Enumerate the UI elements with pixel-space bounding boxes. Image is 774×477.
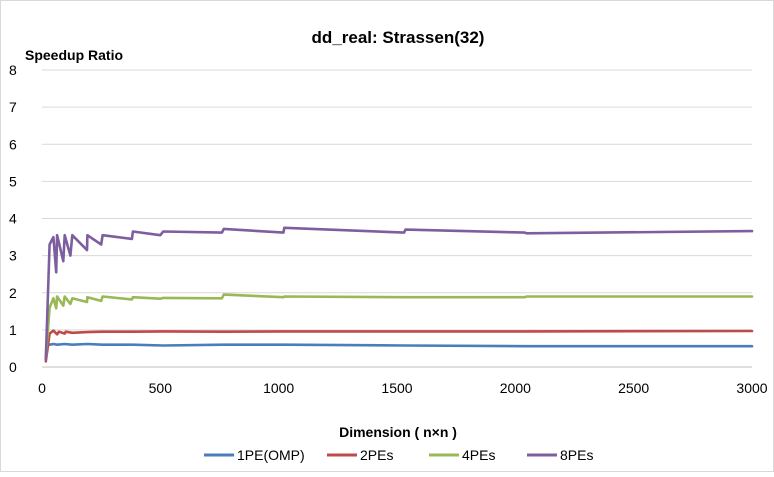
legend: 1PE(OMP) 2PEs 4PEs 8PEs bbox=[204, 447, 593, 463]
series-line-8pes bbox=[44, 226, 754, 361]
series-lines bbox=[44, 226, 754, 363]
tick-labels: 0 1 2 3 4 5 6 7 8 0 500 1000 1500 2000 2500 3000 bbox=[9, 62, 768, 396]
x-tick-label: 1500 bbox=[381, 380, 412, 396]
y-tick-label: 2 bbox=[9, 285, 17, 301]
y-axis-label: Speedup Ratio bbox=[25, 47, 123, 63]
x-tick-label: 1000 bbox=[263, 380, 294, 396]
y-tick-label: 6 bbox=[9, 136, 17, 152]
y-tick-label: 8 bbox=[9, 62, 17, 78]
y-tick-label: 0 bbox=[9, 359, 17, 375]
y-tick-label: 3 bbox=[9, 248, 17, 264]
chart-title: dd_real: Strassen(32) bbox=[312, 28, 485, 47]
y-tick-label: 5 bbox=[9, 173, 17, 189]
x-tick-label: 2500 bbox=[618, 380, 649, 396]
series-line-1pe-omp- bbox=[48, 342, 754, 348]
legend-label: 1PE(OMP) bbox=[237, 447, 305, 463]
x-tick-label: 0 bbox=[38, 380, 46, 396]
legend-label: 4PEs bbox=[462, 447, 495, 463]
legend-label: 2PEs bbox=[360, 447, 393, 463]
gridlines bbox=[42, 69, 752, 331]
x-tick-label: 3000 bbox=[736, 380, 767, 396]
y-tick-label: 4 bbox=[9, 211, 17, 227]
series-line-2pes bbox=[44, 329, 754, 363]
series-line-4pes bbox=[44, 293, 754, 360]
x-tick-label: 2000 bbox=[500, 380, 531, 396]
x-tick-label: 500 bbox=[149, 380, 173, 396]
x-axis-label: Dimension ( n×n ) bbox=[339, 424, 457, 440]
y-tick-label: 7 bbox=[9, 99, 17, 115]
y-tick-label: 1 bbox=[9, 322, 17, 338]
legend-label: 8PEs bbox=[560, 447, 593, 463]
